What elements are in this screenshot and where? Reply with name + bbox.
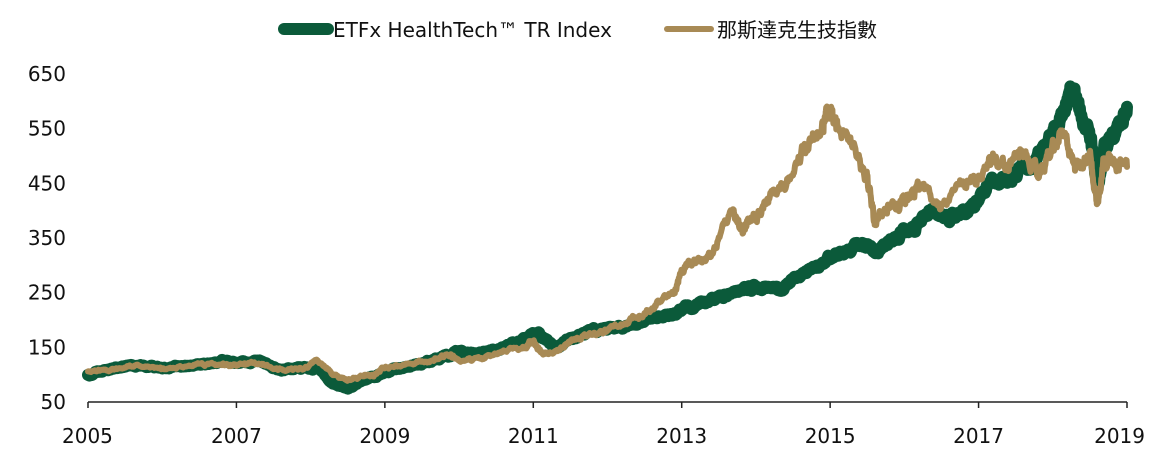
- y-tick-label: 150: [28, 335, 66, 359]
- y-tick-label: 450: [28, 171, 66, 195]
- legend-label-1: ETFx HealthTech™ TR Index: [333, 18, 612, 42]
- x-tick-label: 2019: [1094, 424, 1145, 448]
- y-tick-label: 550: [28, 117, 66, 141]
- x-axis: 2005 2007 2009 2011 2013 2015 2017 2019: [62, 402, 1145, 448]
- series-line-2: [85, 103, 1130, 384]
- y-tick-label: 250: [28, 281, 66, 305]
- x-tick-label: 2005: [62, 424, 113, 448]
- plot-area: [82, 80, 1133, 395]
- x-tick-label: 2009: [359, 424, 410, 448]
- chart-legend: ETFx HealthTech™ TR Index 那斯達克生技指數: [278, 18, 877, 42]
- x-tick-label: 2017: [953, 424, 1004, 448]
- x-tick-label: 2013: [656, 424, 707, 448]
- x-tick-label: 2015: [805, 424, 856, 448]
- y-tick-label: 650: [28, 62, 66, 86]
- y-tick-label: 50: [41, 390, 66, 414]
- x-tick-label: 2007: [211, 424, 262, 448]
- y-axis: 50 150 250 350 450 550 650: [28, 62, 66, 414]
- series-line-1: [82, 80, 1133, 395]
- y-tick-label: 350: [28, 226, 66, 250]
- x-tick-label: 2011: [508, 424, 559, 448]
- legend-label-2: 那斯達克生技指數: [717, 18, 877, 42]
